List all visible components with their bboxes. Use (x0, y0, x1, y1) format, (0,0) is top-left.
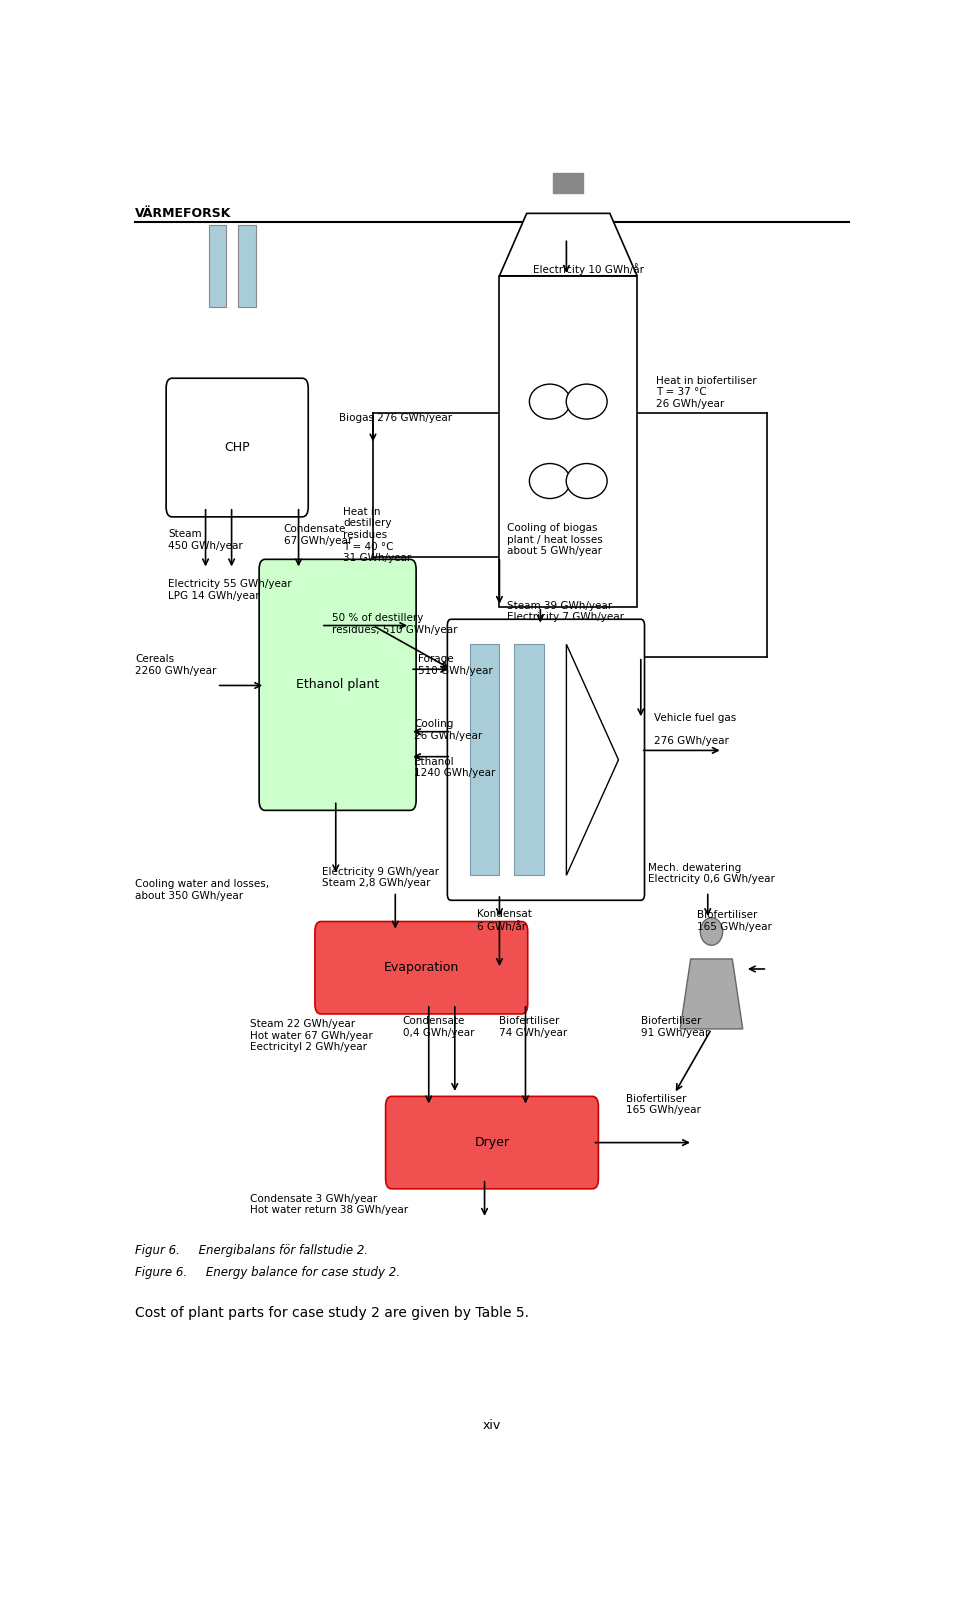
Text: Cooling of biogas
plant / heat losses
about 5 GWh/year: Cooling of biogas plant / heat losses ab… (507, 524, 603, 556)
FancyBboxPatch shape (166, 378, 308, 517)
Text: Cooling
26 GWh/year: Cooling 26 GWh/year (414, 719, 482, 741)
FancyBboxPatch shape (238, 224, 256, 307)
FancyBboxPatch shape (315, 921, 528, 1014)
Text: Ethanol plant: Ethanol plant (296, 678, 379, 691)
Text: VÄRMEFORSK: VÄRMEFORSK (134, 208, 231, 221)
Text: Biofertiliser
165 GWh/year: Biofertiliser 165 GWh/year (626, 1093, 701, 1116)
Ellipse shape (566, 464, 607, 498)
Polygon shape (499, 214, 637, 276)
Text: Ethanol
1240 GWh/year: Ethanol 1240 GWh/year (414, 756, 495, 779)
Text: Heat in
destillery
residues
T = 40 °C
31 GWh/year: Heat in destillery residues T = 40 °C 31… (344, 506, 412, 563)
Text: Electricity 9 GWh/year
Steam 2,8 GWh/year: Electricity 9 GWh/year Steam 2,8 GWh/yea… (323, 866, 440, 889)
Text: Biogas 276 GWh/year: Biogas 276 GWh/year (340, 414, 452, 423)
Text: Evaporation: Evaporation (384, 962, 459, 975)
Text: CHP: CHP (225, 441, 250, 454)
Text: Kondensat
6 GWh/år: Kondensat 6 GWh/år (477, 908, 532, 931)
Text: Electricity 55 GWh/year
LPG 14 GWh/year: Electricity 55 GWh/year LPG 14 GWh/year (168, 579, 292, 600)
Text: 50 % of destillery
residues, 510 GWh/year: 50 % of destillery residues, 510 GWh/yea… (332, 613, 458, 634)
Text: Figur 6.     Energibalans för fallstudie 2.: Figur 6. Energibalans för fallstudie 2. (134, 1244, 368, 1257)
Ellipse shape (529, 464, 570, 498)
Polygon shape (681, 959, 743, 1028)
Text: Biofertiliser
165 GWh/year: Biofertiliser 165 GWh/year (697, 910, 772, 933)
Ellipse shape (566, 384, 607, 418)
FancyBboxPatch shape (515, 644, 544, 876)
Text: xiv: xiv (483, 1419, 501, 1432)
Text: Mech. dewatering
Electricity 0,6 GWh/year: Mech. dewatering Electricity 0,6 GWh/yea… (648, 863, 775, 884)
Text: Condensate
0,4 GWh/year: Condensate 0,4 GWh/year (403, 1017, 474, 1038)
Text: Figure 6.     Energy balance for case study 2.: Figure 6. Energy balance for case study … (134, 1267, 400, 1280)
FancyBboxPatch shape (447, 620, 644, 900)
Text: Steam
450 GWh/year: Steam 450 GWh/year (168, 529, 243, 551)
Text: Cereals
2260 GWh/year: Cereals 2260 GWh/year (134, 654, 216, 676)
FancyBboxPatch shape (469, 644, 499, 876)
FancyBboxPatch shape (259, 560, 416, 811)
Text: Forage
510 GWh/year: Forage 510 GWh/year (418, 654, 492, 676)
Ellipse shape (701, 918, 723, 946)
Text: Condensate 3 GWh/year
Hot water return 38 GWh/year: Condensate 3 GWh/year Hot water return 3… (251, 1194, 408, 1215)
FancyBboxPatch shape (553, 174, 584, 193)
Text: Biofertiliser
91 GWh/year: Biofertiliser 91 GWh/year (641, 1017, 709, 1038)
Text: Cooling water and losses,
about 350 GWh/year: Cooling water and losses, about 350 GWh/… (134, 879, 269, 900)
FancyBboxPatch shape (499, 276, 637, 607)
FancyBboxPatch shape (208, 224, 227, 307)
Ellipse shape (529, 384, 570, 418)
Text: Dryer: Dryer (474, 1135, 510, 1148)
Text: Cost of plant parts for case study 2 are given by Table 5.: Cost of plant parts for case study 2 are… (134, 1306, 529, 1320)
Text: Steam 22 GWh/year
Hot water 67 GWh/year
Eectricityl 2 GWh/year: Steam 22 GWh/year Hot water 67 GWh/year … (251, 1019, 372, 1053)
Text: Biofertiliser
74 GWh/year: Biofertiliser 74 GWh/year (499, 1017, 567, 1038)
Text: Electricity 10 GWh/år: Electricity 10 GWh/år (533, 263, 644, 276)
Text: Condensate
67 GWh/year: Condensate 67 GWh/year (284, 524, 352, 547)
Polygon shape (566, 644, 618, 876)
FancyBboxPatch shape (386, 1096, 598, 1189)
Text: Steam 39 GWh/year
Electricity 7 GWh/year: Steam 39 GWh/year Electricity 7 GWh/year (507, 600, 624, 623)
Text: Vehicle fuel gas

276 GWh/year: Vehicle fuel gas 276 GWh/year (654, 714, 736, 746)
Text: Heat in biofertiliser
T = 37 °C
26 GWh/year: Heat in biofertiliser T = 37 °C 26 GWh/y… (656, 376, 756, 409)
